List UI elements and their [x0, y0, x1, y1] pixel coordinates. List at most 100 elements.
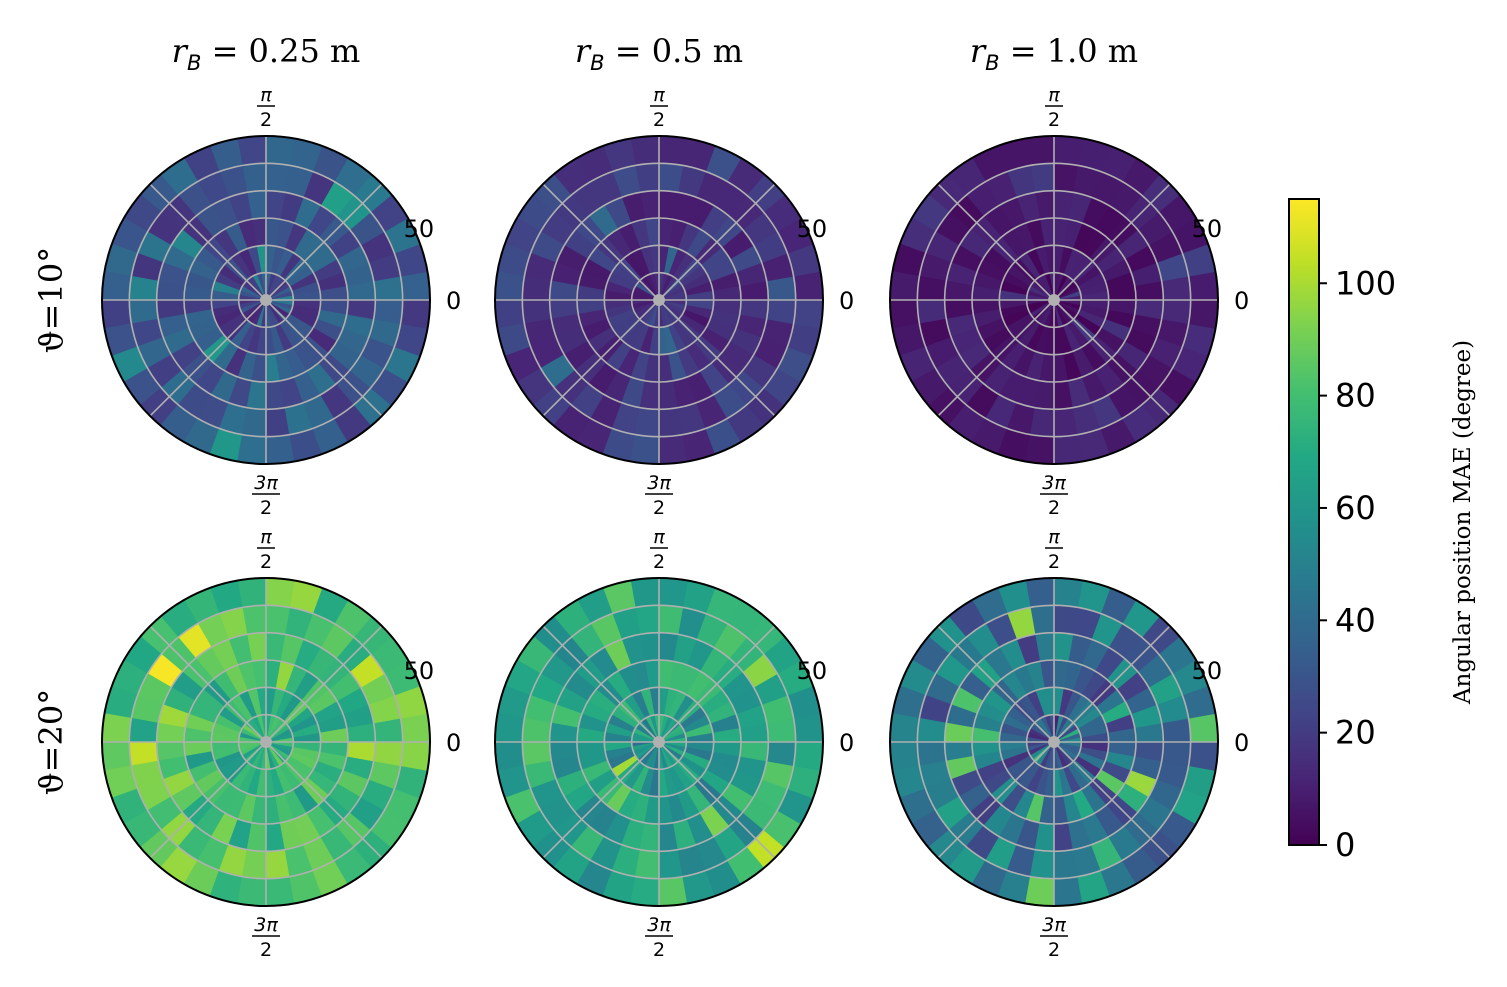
colorbar-tick-label: 80: [1335, 377, 1376, 415]
angular-tick-label: 3π2: [1040, 472, 1068, 519]
angular-gridline: [149, 625, 267, 743]
radial-tick-label: 50: [797, 215, 828, 243]
radial-tick-label: 50: [404, 215, 435, 243]
svg-text:3π: 3π: [254, 472, 278, 494]
angular-gridline: [937, 299, 1055, 417]
angular-tick-label: 3π2: [252, 472, 280, 519]
polar-frame: [101, 135, 431, 465]
mae-cell: [1053, 577, 1083, 608]
angular-gridline: [937, 625, 1055, 743]
angular-tick-label: 0: [1234, 729, 1249, 757]
mae-cell: [494, 713, 525, 743]
angular-gridline: [542, 183, 660, 301]
mae-cell: [1188, 741, 1219, 771]
angular-tick-label: 0: [446, 287, 461, 315]
mae-cell: [1053, 135, 1083, 166]
angular-tick-label: 3π2: [645, 472, 673, 519]
mae-cell: [265, 135, 295, 166]
angular-tick-label: 0: [839, 729, 854, 757]
svg-text:3π: 3π: [1042, 472, 1066, 494]
angular-gridline: [265, 299, 383, 417]
mae-cell: [658, 577, 688, 608]
polar-frame: [101, 577, 431, 907]
mae-cell: [793, 299, 824, 329]
svg-text:π: π: [653, 526, 665, 548]
angular-gridline: [937, 741, 1055, 859]
center-marker: [1048, 294, 1060, 306]
colorbar-tick-label: 0: [1335, 826, 1355, 864]
angular-gridline: [149, 183, 267, 301]
polar-frame: [494, 577, 824, 907]
svg-text:2: 2: [1048, 939, 1060, 961]
angular-tick-label: π2: [257, 526, 275, 573]
svg-text:2: 2: [653, 939, 665, 961]
center-marker: [260, 294, 272, 306]
svg-text:π: π: [260, 526, 272, 548]
svg-text:2: 2: [653, 109, 665, 131]
mae-cell: [400, 741, 431, 771]
polar-frame: [494, 135, 824, 465]
column-title: rB = 0.25 m: [172, 32, 361, 75]
polar-frame: [889, 577, 1219, 907]
svg-text:π: π: [1048, 84, 1060, 106]
radial-tick-label: 50: [1192, 215, 1223, 243]
svg-text:3π: 3π: [254, 914, 278, 936]
svg-text:2: 2: [260, 109, 272, 131]
svg-text:π: π: [653, 84, 665, 106]
angular-gridline: [149, 741, 267, 859]
svg-text:2: 2: [260, 551, 272, 573]
svg-text:2: 2: [1048, 497, 1060, 519]
angular-tick-label: 0: [1234, 287, 1249, 315]
svg-text:3π: 3π: [1042, 914, 1066, 936]
svg-text:2: 2: [653, 497, 665, 519]
angular-gridline: [542, 299, 660, 417]
svg-text:3π: 3π: [647, 472, 671, 494]
angular-tick-label: 0: [839, 287, 854, 315]
angular-tick-label: π2: [1045, 84, 1063, 131]
mae-cell: [793, 741, 824, 771]
center-marker: [1048, 736, 1060, 748]
angular-gridline: [658, 183, 776, 301]
angular-gridline: [265, 625, 383, 743]
svg-text:2: 2: [260, 939, 272, 961]
radial-tick-label: 50: [1192, 657, 1223, 685]
svg-text:2: 2: [1048, 551, 1060, 573]
svg-text:π: π: [1048, 526, 1060, 548]
angular-tick-label: 3π2: [645, 914, 673, 961]
angular-gridline: [1053, 625, 1171, 743]
radial-tick-label: 50: [404, 657, 435, 685]
mae-cell: [265, 577, 295, 608]
angular-gridline: [1053, 741, 1171, 859]
angular-gridline: [265, 183, 383, 301]
polar-frame: [889, 135, 1219, 465]
angular-gridline: [149, 299, 267, 417]
angular-tick-label: 3π2: [252, 914, 280, 961]
angular-tick-label: π2: [257, 84, 275, 131]
radial-tick-label: 50: [797, 657, 828, 685]
mae-cell: [237, 876, 267, 907]
mae-cell: [658, 135, 688, 166]
angular-tick-label: 0: [446, 729, 461, 757]
mae-cell: [1025, 434, 1055, 465]
angular-gridline: [1053, 299, 1171, 417]
colorbar-tick-label: 100: [1335, 264, 1396, 302]
angular-tick-label: π2: [650, 84, 668, 131]
center-marker: [653, 736, 665, 748]
colorbar-tick-label: 20: [1335, 714, 1376, 752]
angular-tick-label: π2: [650, 526, 668, 573]
colorbar-tick-label: 40: [1335, 601, 1376, 639]
mae-cell: [889, 271, 920, 301]
angular-gridline: [1053, 183, 1171, 301]
angular-tick-label: π2: [1045, 526, 1063, 573]
svg-text:2: 2: [1048, 109, 1060, 131]
svg-text:π: π: [260, 84, 272, 106]
row-title: ϑ=10°: [32, 247, 70, 353]
mae-cell: [101, 713, 132, 743]
colorbar: 0 20 40 60 80 100 Angular position MAE (degree…: [1288, 198, 1476, 864]
